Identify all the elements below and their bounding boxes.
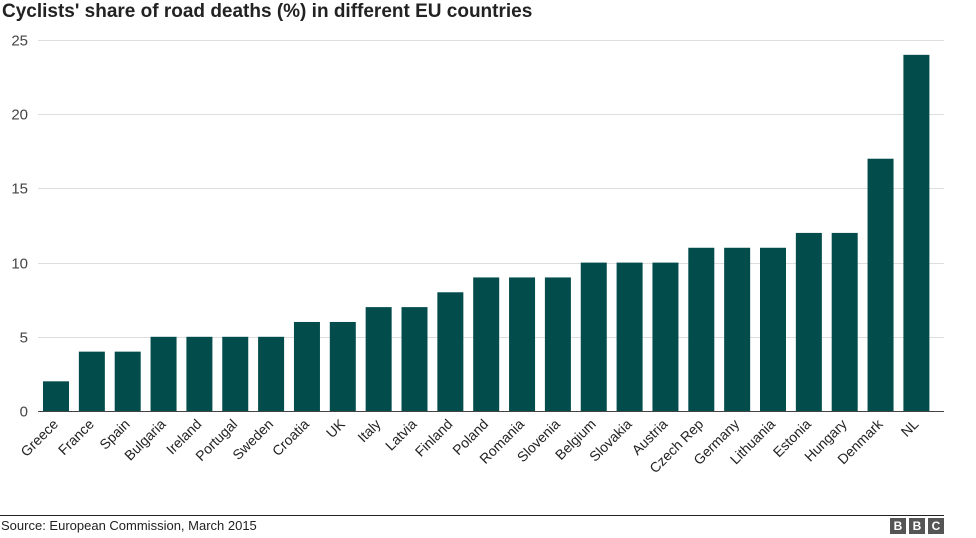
y-tick-label: 0 [20,404,28,421]
y-axis-ticks: 0 5 10 15 20 25 [11,33,28,421]
bar-slovakia [616,262,643,411]
bar-latvia [401,307,428,411]
bar-germany [724,247,751,411]
bar-sweden [258,336,285,411]
bar-ireland [186,336,213,411]
footer-divider [0,515,944,516]
bar-italy [365,307,392,411]
x-tick-label: Sweden [229,416,276,463]
logo-letter: C [928,518,944,534]
y-tick-label: 15 [11,181,28,198]
bar-spain [114,351,141,411]
x-tick-label: NL [898,416,922,440]
x-tick-label: Greece [17,416,61,460]
bar-lithuania [760,247,786,411]
chart-title: Cyclists' share of road deaths (%) in di… [2,1,533,22]
logo-letter: B [909,518,925,534]
bar-czech-rep [688,247,715,411]
bar-nl [903,54,930,412]
bar-bulgaria [150,336,177,411]
x-tick-label: Finland [412,416,456,460]
bar-portugal [222,336,249,411]
y-tick-label: 20 [11,107,28,124]
bar-belgium [580,262,607,411]
y-tick-label: 10 [11,256,28,273]
logo-letter: B [890,518,906,534]
bar-romania [509,277,536,411]
bbc-logo: B B C [890,518,944,534]
bar-austria [652,262,679,411]
bar-uk [329,321,356,411]
bar-croatia [293,321,320,411]
bar-finland [437,292,464,411]
bar-estonia [795,232,822,411]
bar-slovenia [544,277,571,411]
bar-france [78,351,105,411]
x-tick-label: Croatia [269,416,312,459]
source-note: Source: European Commission, March 2015 [1,518,257,533]
x-tick-label: UK [323,415,349,441]
bars [43,54,930,412]
x-tick-label: Italy [354,416,383,445]
bar-hungary [831,232,858,411]
x-tick-label: France [55,416,97,458]
bar-poland [473,277,500,411]
bar-denmark [867,158,894,411]
y-tick-label: 25 [11,33,28,50]
bar-greece [43,381,69,411]
y-tick-label: 5 [20,330,28,347]
